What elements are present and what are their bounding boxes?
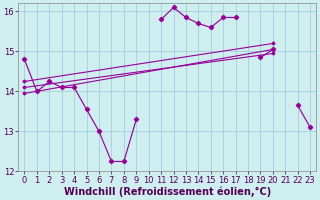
X-axis label: Windchill (Refroidissement éolien,°C): Windchill (Refroidissement éolien,°C): [64, 186, 271, 197]
